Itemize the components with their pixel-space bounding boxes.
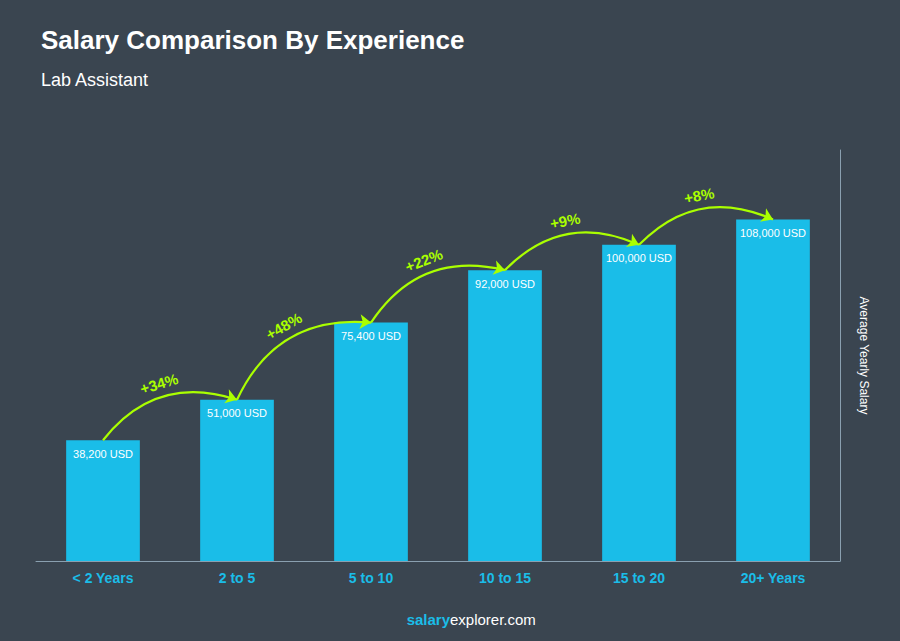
svg-text:salary: salary bbox=[407, 611, 451, 628]
svg-text:< 2 Years: < 2 Years bbox=[73, 570, 134, 586]
svg-text:Salary Comparison By Experienc: Salary Comparison By Experience bbox=[41, 25, 464, 55]
svg-text:+34%: +34% bbox=[138, 370, 180, 397]
svg-text:+8%: +8% bbox=[683, 184, 716, 206]
svg-text:15 to 20: 15 to 20 bbox=[613, 570, 665, 586]
svg-text:+9%: +9% bbox=[549, 210, 582, 232]
svg-text:5 to 10: 5 to 10 bbox=[349, 570, 394, 586]
svg-text:108,000 USD: 108,000 USD bbox=[740, 227, 806, 239]
svg-text:explorer.com: explorer.com bbox=[450, 611, 536, 628]
svg-text:Average Yearly Salary: Average Yearly Salary bbox=[857, 297, 871, 415]
svg-text:+22%: +22% bbox=[403, 245, 445, 275]
svg-text:20+ Years: 20+ Years bbox=[741, 570, 806, 586]
svg-text:+48%: +48% bbox=[263, 309, 305, 343]
svg-text:51,000 USD: 51,000 USD bbox=[207, 407, 267, 419]
svg-text:100,000 USD: 100,000 USD bbox=[606, 252, 672, 264]
svg-text:10 to 15: 10 to 15 bbox=[479, 570, 531, 586]
svg-text:Lab Assistant: Lab Assistant bbox=[41, 70, 148, 90]
svg-text:38,200 USD: 38,200 USD bbox=[73, 448, 133, 460]
svg-text:2 to 5: 2 to 5 bbox=[219, 570, 256, 586]
svg-text:75,400 USD: 75,400 USD bbox=[341, 330, 401, 342]
svg-text:92,000 USD: 92,000 USD bbox=[475, 278, 535, 290]
